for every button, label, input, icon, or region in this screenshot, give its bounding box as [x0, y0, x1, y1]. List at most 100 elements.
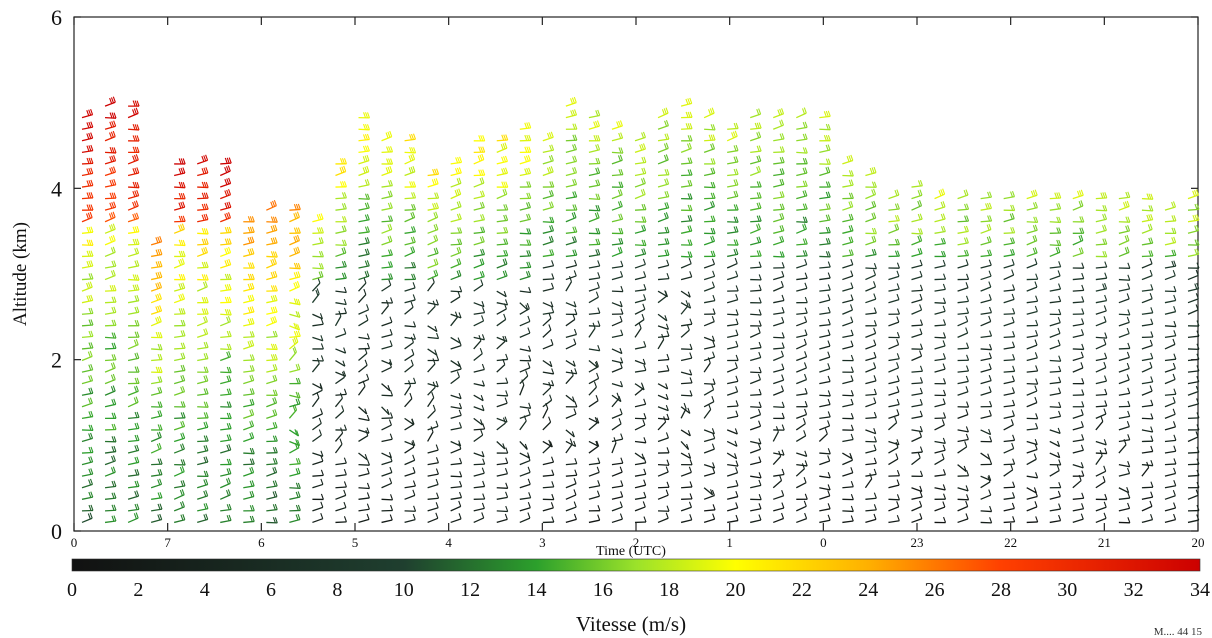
- wind-barb: [588, 471, 600, 477]
- wind-barb-feather: [156, 316, 160, 323]
- wind-barb-feather: [643, 224, 647, 231]
- wind-barb-feather: [1196, 239, 1200, 246]
- wind-barb-feather: [711, 315, 715, 322]
- wind-barb: [703, 487, 713, 496]
- wind-profile: [957, 189, 970, 524]
- wind-barb: [496, 275, 508, 281]
- wind-barb-feather: [155, 306, 159, 313]
- wind-barb-feather: [1126, 374, 1130, 381]
- wind-barb: [404, 459, 415, 466]
- wind-barb: [381, 471, 393, 477]
- wind-barb: [404, 138, 416, 142]
- wind-barb-feather: [205, 192, 209, 199]
- wind-barb-feather: [735, 386, 739, 392]
- wind-barb-feather: [593, 121, 597, 128]
- wind-barb-feather: [458, 500, 462, 507]
- wind-barb-feather: [1173, 388, 1177, 395]
- wind-barb-feather: [482, 306, 486, 313]
- wind-barb-feather: [295, 227, 299, 234]
- wind-barb-feather: [804, 460, 808, 467]
- wind-barb-feather: [157, 366, 161, 373]
- wind-barb-feather: [112, 246, 116, 253]
- wind-barb-feather: [850, 340, 854, 347]
- wind-profile: [980, 191, 993, 524]
- wind-profile: [1072, 189, 1085, 524]
- wind-barb-feather: [1104, 388, 1108, 395]
- wind-barb: [104, 265, 116, 269]
- wind-barb-feather: [666, 330, 670, 337]
- wind-barb: [865, 274, 876, 281]
- wind-barb: [634, 229, 646, 234]
- wind-barb: [496, 358, 508, 362]
- wind-barb: [473, 434, 484, 443]
- wind-barb-feather: [850, 412, 854, 419]
- wind-barb: [289, 403, 301, 408]
- wind-barb: [934, 310, 946, 315]
- wind-barb-feather: [528, 167, 532, 174]
- wind-barb: [542, 149, 554, 153]
- wind-barb-feather: [457, 337, 461, 344]
- wind-barb-feather: [458, 246, 462, 253]
- wind-barb: [773, 406, 785, 409]
- wind-barb: [81, 197, 94, 200]
- wind-barb-feather: [1010, 237, 1014, 244]
- wind-barb-feather: [572, 109, 576, 116]
- wind-barb-feather: [1056, 216, 1060, 223]
- wind-barb: [81, 299, 93, 304]
- wind-barb: [358, 406, 368, 415]
- wind-barb-feather: [965, 386, 969, 392]
- wind-barb-feather: [201, 155, 205, 162]
- wind-barb-feather: [803, 223, 807, 230]
- wind-profile: [473, 135, 486, 524]
- wind-barbs: [81, 96, 1200, 524]
- wind-barb-feather: [639, 144, 643, 151]
- wind-barb-feather: [825, 181, 829, 188]
- wind-barb-feather: [711, 396, 715, 402]
- wind-barb-feather: [249, 306, 253, 313]
- wind-barb-feather: [781, 262, 785, 268]
- wind-barb: [427, 483, 439, 489]
- wind-barb-feather: [389, 433, 393, 440]
- wind-barb: [657, 335, 670, 339]
- wind-barb-feather: [458, 269, 462, 276]
- wind-barb-feather: [570, 110, 574, 117]
- wind-barb: [243, 336, 255, 339]
- wind-barb-feather: [779, 203, 783, 210]
- wind-barb-feather: [827, 272, 831, 279]
- wind-barb-feather: [503, 214, 507, 221]
- wind-barb-feather: [228, 189, 232, 195]
- wind-barb: [980, 415, 992, 419]
- wind-barb-feather: [1149, 361, 1153, 368]
- wind-barb-feather: [643, 468, 647, 475]
- wind-barb: [980, 510, 992, 513]
- wind-barb: [911, 252, 923, 258]
- wind-barb: [334, 397, 343, 408]
- wind-barb-feather: [1173, 227, 1177, 234]
- wind-barb: [750, 406, 762, 409]
- wind-barb-feather: [964, 441, 968, 448]
- wind-barb-feather: [203, 238, 207, 245]
- wind-barb-feather: [871, 227, 875, 234]
- wind-barb-feather: [385, 132, 389, 139]
- wind-barb-feather: [1079, 216, 1083, 223]
- wind-barb: [104, 336, 117, 339]
- wind-barb-feather: [1012, 492, 1016, 499]
- wind-barb: [266, 359, 278, 362]
- wind-barb-feather: [1102, 213, 1106, 220]
- wind-barb: [588, 462, 600, 466]
- wind-barb: [1164, 450, 1176, 454]
- wind-barb: [381, 359, 392, 366]
- wind-barb: [657, 231, 670, 234]
- wind-barb-feather: [272, 251, 276, 258]
- wind-barb-feather: [90, 364, 94, 370]
- wind-barb-feather: [343, 225, 347, 232]
- wind-barb-feather: [1147, 224, 1151, 231]
- wind-barb: [197, 357, 209, 362]
- wind-barb-feather: [205, 401, 209, 408]
- wind-barb-feather: [316, 288, 320, 295]
- wind-barb: [634, 496, 646, 500]
- wind-barb-feather: [251, 420, 255, 427]
- wind-barb: [335, 208, 347, 211]
- wind-barb-feather: [296, 280, 300, 287]
- wind-barb-feather: [735, 318, 739, 325]
